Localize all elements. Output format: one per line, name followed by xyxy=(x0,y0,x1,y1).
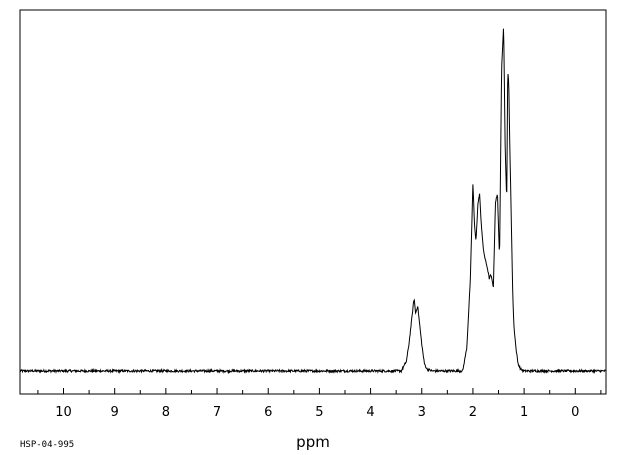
x-tick-label: 3 xyxy=(418,405,426,420)
x-tick-label: 8 xyxy=(162,405,170,420)
major-ticks xyxy=(63,388,576,394)
x-tick-label: 9 xyxy=(111,405,119,420)
x-axis-label: ppm xyxy=(296,433,330,451)
minor-ticks xyxy=(37,390,602,394)
x-tick-label: 5 xyxy=(315,405,323,420)
x-tick-label: 0 xyxy=(571,405,579,420)
x-tick-label: 4 xyxy=(366,405,374,420)
x-tick-label: 6 xyxy=(264,405,272,420)
tick-labels: 10 9 8 7 6 5 4 3 2 1 0 xyxy=(55,405,579,420)
x-tick-label: 10 xyxy=(55,405,72,420)
plot-frame xyxy=(19,9,607,395)
x-tick-label: 7 xyxy=(213,405,221,420)
x-tick-label: 2 xyxy=(469,405,477,420)
x-tick-label: 1 xyxy=(520,405,528,420)
spectrum-line xyxy=(19,28,607,375)
sample-id-label: HSP-04-995 xyxy=(20,440,74,450)
